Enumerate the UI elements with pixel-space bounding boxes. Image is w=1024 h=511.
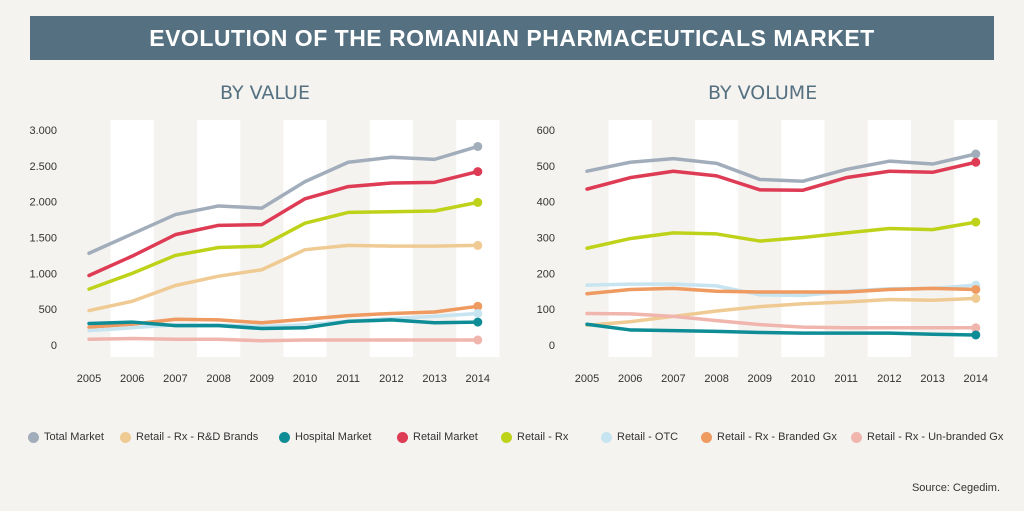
x-tick-label: 2013 xyxy=(920,373,944,385)
series-line-hospital xyxy=(585,322,978,337)
series-line-retail xyxy=(87,169,480,278)
volume-chart: 0 100 200 300 400 500 600 2005 2006 2007 2008 2009 2… xyxy=(537,120,998,385)
page-title: EVOLUTION OF THE ROMANIAN PHARMACEUTICAL… xyxy=(149,24,875,51)
series-end-point-otc xyxy=(473,308,483,318)
x-tick-label: 2008 xyxy=(704,373,728,385)
y-tick-label: 100 xyxy=(537,304,555,316)
x-tick-label: 2006 xyxy=(618,373,642,385)
y-tick-label: 500 xyxy=(537,161,555,173)
x-tick-label: 2012 xyxy=(379,373,403,385)
series-line-unbranded xyxy=(87,336,480,343)
series-line-rd xyxy=(87,243,480,313)
y-tick-label: 500 xyxy=(39,304,57,316)
legend-marker xyxy=(851,431,862,443)
series-end-point-rd xyxy=(971,293,981,303)
series-line-hospital xyxy=(87,318,480,331)
legend-label: Retail - OTC xyxy=(617,431,679,443)
x-tick-label: 2008 xyxy=(206,373,230,385)
x-tick-label: 2009 xyxy=(748,373,772,385)
legend-label: Retail Market xyxy=(413,431,478,443)
legend-label: Total Market xyxy=(44,431,104,443)
series-line-unbranded xyxy=(585,311,978,330)
y-tick-label: 0 xyxy=(549,340,555,352)
series-end-point-retail xyxy=(473,167,483,177)
series-line-total xyxy=(585,152,978,183)
legend-marker xyxy=(397,431,408,443)
legend-item-retail: Retail Market xyxy=(397,431,478,443)
source-note: Source: Cegedim. xyxy=(911,482,1000,494)
series-end-point-unbranded xyxy=(971,323,981,333)
x-tick-label: 2010 xyxy=(293,373,317,385)
y-tick-label: 1.500 xyxy=(29,233,57,245)
series-line-branded xyxy=(585,286,978,296)
series-end-point-branded xyxy=(971,284,981,294)
series-line-rx xyxy=(585,220,978,250)
legend-marker xyxy=(120,431,131,443)
series-end-point-rx xyxy=(473,197,483,207)
band xyxy=(867,120,911,357)
x-tick-label: 2007 xyxy=(661,373,685,385)
series-end-point-total xyxy=(473,141,483,151)
y-tick-label: 0 xyxy=(51,340,57,352)
x-tick-label: 2011 xyxy=(336,373,360,385)
legend-label: Retail - Rx - Un-branded Gx xyxy=(867,431,1004,443)
series-end-point-branded xyxy=(473,301,483,311)
legend-label: Retail - Rx - Branded Gx xyxy=(717,431,837,443)
x-tick-label: 2010 xyxy=(791,373,815,385)
page-title-banner: EVOLUTION OF THE ROMANIAN PHARMACEUTICAL… xyxy=(30,16,994,60)
legend-marker xyxy=(501,431,512,443)
y-tick-label: 300 xyxy=(537,233,555,245)
series-line-otc xyxy=(87,311,480,333)
y-tick-label: 400 xyxy=(537,197,555,209)
x-tick-label: 2007 xyxy=(163,373,187,385)
series-end-point-hospital xyxy=(473,317,483,327)
series-line-rd xyxy=(585,296,978,328)
legend-item-branded: Retail - Rx - Branded Gx xyxy=(701,431,837,443)
x-tick-label: 2009 xyxy=(250,373,274,385)
series-end-point-rd xyxy=(473,240,483,250)
series-line-rx xyxy=(87,200,480,291)
legend-item-unbranded: Retail - Rx - Un-branded Gx xyxy=(851,431,1003,443)
x-tick-label: 2012 xyxy=(877,373,901,385)
chart-title-volume: BY VOLUME xyxy=(708,82,818,104)
series-end-point-unbranded xyxy=(473,335,483,345)
series-end-point-hospital xyxy=(971,330,981,340)
legend-item-hospital: Hospital Market xyxy=(279,431,371,443)
y-tick-label: 1.000 xyxy=(29,268,57,280)
value-chart: 0 500 1.000 1.500 2.000 2.500 3.000 2005 2006 200… xyxy=(29,120,500,385)
y-tick-label: 3.000 xyxy=(29,125,57,137)
series-end-point-rx xyxy=(971,217,981,227)
x-tick-label: 2005 xyxy=(77,373,101,385)
legend-marker xyxy=(28,431,39,443)
legend-item-rd: Retail - Rx - R&D Brands xyxy=(120,431,258,443)
legend-marker xyxy=(279,431,290,443)
x-tick-label: 2011 xyxy=(834,373,858,385)
x-tick-label: 2006 xyxy=(120,373,144,385)
x-tick-label: 2014 xyxy=(964,373,988,385)
y-tick-label: 2.500 xyxy=(29,161,57,173)
legend-marker xyxy=(701,431,712,443)
series-line-retail xyxy=(585,160,978,192)
series-end-point-retail xyxy=(971,157,981,167)
y-tick-label: 2.000 xyxy=(29,197,57,209)
series-end-point-total xyxy=(971,149,981,159)
legend-label: Retail - Rx - R&D Brands xyxy=(136,431,259,443)
legend-item-total: Total Market xyxy=(28,431,104,443)
series-line-total xyxy=(87,144,480,256)
legend-item-otc: Retail - OTC xyxy=(601,431,678,443)
series-line-branded xyxy=(87,304,480,329)
y-tick-label: 600 xyxy=(537,125,555,137)
legend-item-rx: Retail - Rx xyxy=(501,431,568,443)
x-tick-label: 2005 xyxy=(575,373,599,385)
legend-label: Retail - Rx xyxy=(517,431,569,443)
chart-title-value: BY VALUE xyxy=(220,82,310,104)
legend-label: Hospital Market xyxy=(295,431,372,443)
x-tick-label: 2013 xyxy=(422,373,446,385)
band xyxy=(197,120,241,357)
y-tick-label: 200 xyxy=(537,268,555,280)
legend-marker xyxy=(601,431,612,443)
x-tick-label: 2014 xyxy=(466,373,490,385)
